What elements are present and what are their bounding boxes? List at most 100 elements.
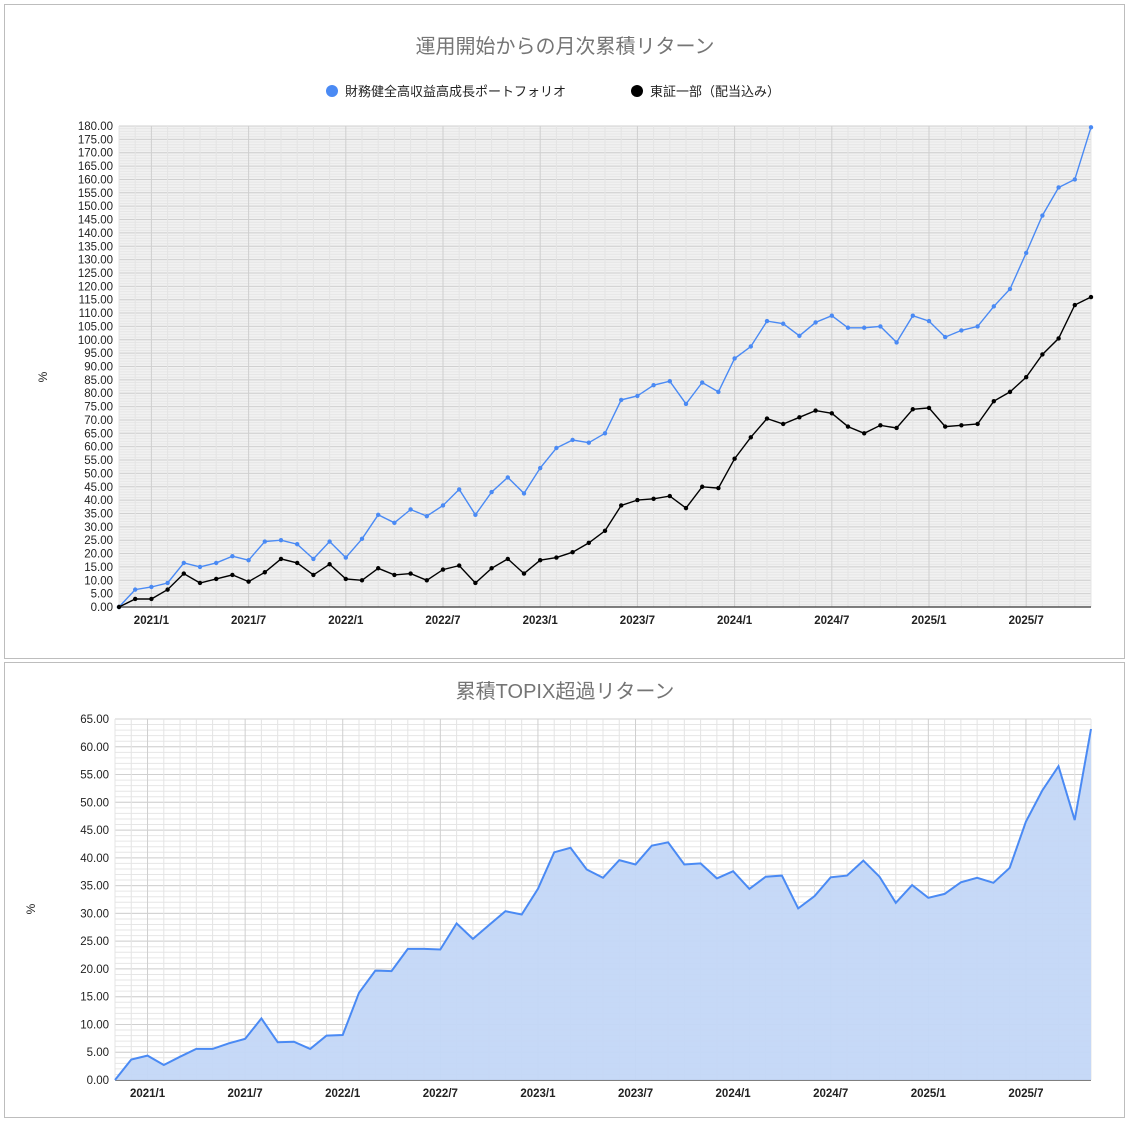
data-point (554, 555, 559, 560)
data-point (1088, 294, 1094, 300)
x-tick-label: 2025/1 (911, 1088, 947, 1100)
y-tick-label: 20.00 (80, 964, 109, 976)
x-axis-ticks: 2021/1 2021/7 2022/1 2022/7 2023/1 2023/7 2024… (134, 615, 1044, 627)
data-point (975, 324, 980, 329)
data-point (602, 528, 608, 534)
x-tick-label: 2024/1 (716, 1088, 752, 1100)
data-point (683, 401, 689, 407)
data-point (408, 507, 413, 512)
data-point (991, 399, 996, 404)
data-point (926, 318, 932, 324)
data-point (214, 560, 219, 566)
x-tick-label: 2021/7 (228, 1088, 263, 1100)
y-tick-label: 140.00 (78, 228, 113, 240)
y-tick-label: 40.00 (84, 495, 113, 507)
y-tick-label: 165.00 (78, 161, 113, 173)
data-point (748, 344, 753, 349)
x-tick-label: 2022/7 (425, 615, 460, 627)
y-tick-label: 30.00 (84, 522, 113, 534)
data-point (764, 318, 770, 324)
data-point (327, 539, 332, 544)
x-tick-label: 2022/7 (423, 1088, 458, 1100)
data-point (1024, 374, 1029, 380)
data-point (619, 503, 624, 508)
x-tick-label: 2021/7 (231, 615, 266, 627)
data-point (359, 578, 365, 583)
chart-title: 運用開始からの月次累積リターン (416, 35, 715, 58)
data-point (1072, 302, 1078, 308)
data-point (943, 424, 948, 429)
data-point (165, 580, 170, 586)
y-tick-label: 160.00 (78, 174, 113, 186)
y-tick-label: 60.00 (84, 442, 113, 454)
y-tick-label: 80.00 (84, 388, 113, 400)
y-tick-label: 15.00 (84, 562, 113, 574)
legend-portfolio-marker-icon (326, 85, 338, 97)
y-axis-label: % (24, 903, 38, 914)
y-tick-label: 5.00 (91, 589, 113, 601)
data-series (116, 125, 1094, 610)
y-tick-label: 90.00 (84, 362, 113, 374)
data-point (327, 562, 332, 567)
data-point (165, 587, 170, 592)
y-tick-label: 85.00 (84, 375, 113, 387)
data-point (505, 475, 510, 480)
data-point (457, 563, 462, 568)
data-point (910, 313, 915, 318)
data-point (1040, 352, 1045, 357)
data-point (878, 423, 883, 428)
y-tick-label: 15.00 (80, 992, 109, 1004)
data-point (343, 555, 348, 560)
data-point (943, 334, 948, 340)
data-point (732, 356, 737, 361)
data-point (149, 584, 154, 590)
data-point (1056, 185, 1061, 190)
y-tick-label: 65.00 (80, 714, 109, 726)
data-point (910, 407, 915, 412)
data-point (262, 570, 267, 575)
y-tick-label: 40.00 (80, 853, 109, 865)
data-point (894, 340, 899, 345)
data-point (1007, 389, 1013, 395)
y-tick-label: 25.00 (80, 936, 109, 948)
x-tick-label: 2023/1 (520, 1088, 556, 1100)
data-point (246, 558, 251, 563)
data-point (797, 333, 802, 338)
data-point (440, 503, 446, 508)
y-axis-label: % (36, 371, 50, 382)
y-tick-label: 60.00 (80, 742, 109, 754)
x-tick-label: 2025/1 (911, 615, 947, 627)
data-point (602, 431, 608, 436)
data-point (959, 423, 964, 428)
data-point (278, 537, 284, 543)
y-tick-label: 135.00 (78, 241, 113, 253)
data-point (376, 512, 381, 518)
y-tick-label: 55.00 (80, 770, 109, 782)
data-point (538, 465, 543, 471)
data-point (149, 596, 154, 602)
data-point (181, 560, 186, 566)
data-point (133, 596, 138, 602)
data-point (1007, 286, 1013, 292)
y-tick-label: 110.00 (79, 308, 113, 320)
data-point (214, 576, 219, 582)
data-point (262, 539, 267, 544)
x-tick-label: 2021/1 (130, 1088, 166, 1100)
y-tick-label: 115.00 (79, 295, 113, 307)
y-tick-label: 65.00 (84, 428, 113, 440)
y-tick-label: 145.00 (78, 215, 113, 227)
excess-return-area-chart: 累積TOPIX超過リターン % 0.00 5.00 10.00 15.00 20.00 2… (24, 680, 1092, 1100)
data-point (845, 424, 851, 429)
y-tick-label: 95.00 (84, 348, 113, 360)
data-point (683, 505, 689, 511)
data-point (894, 425, 899, 431)
data-point (586, 440, 591, 445)
data-point (667, 493, 672, 499)
data-point (845, 325, 851, 330)
data-point (700, 380, 705, 385)
data-point (278, 556, 284, 562)
x-tick-label: 2024/1 (717, 615, 753, 627)
y-tick-label: 75.00 (84, 402, 113, 414)
y-tick-label: 125.00 (78, 268, 113, 280)
y-tick-label: 10.00 (80, 1019, 109, 1031)
